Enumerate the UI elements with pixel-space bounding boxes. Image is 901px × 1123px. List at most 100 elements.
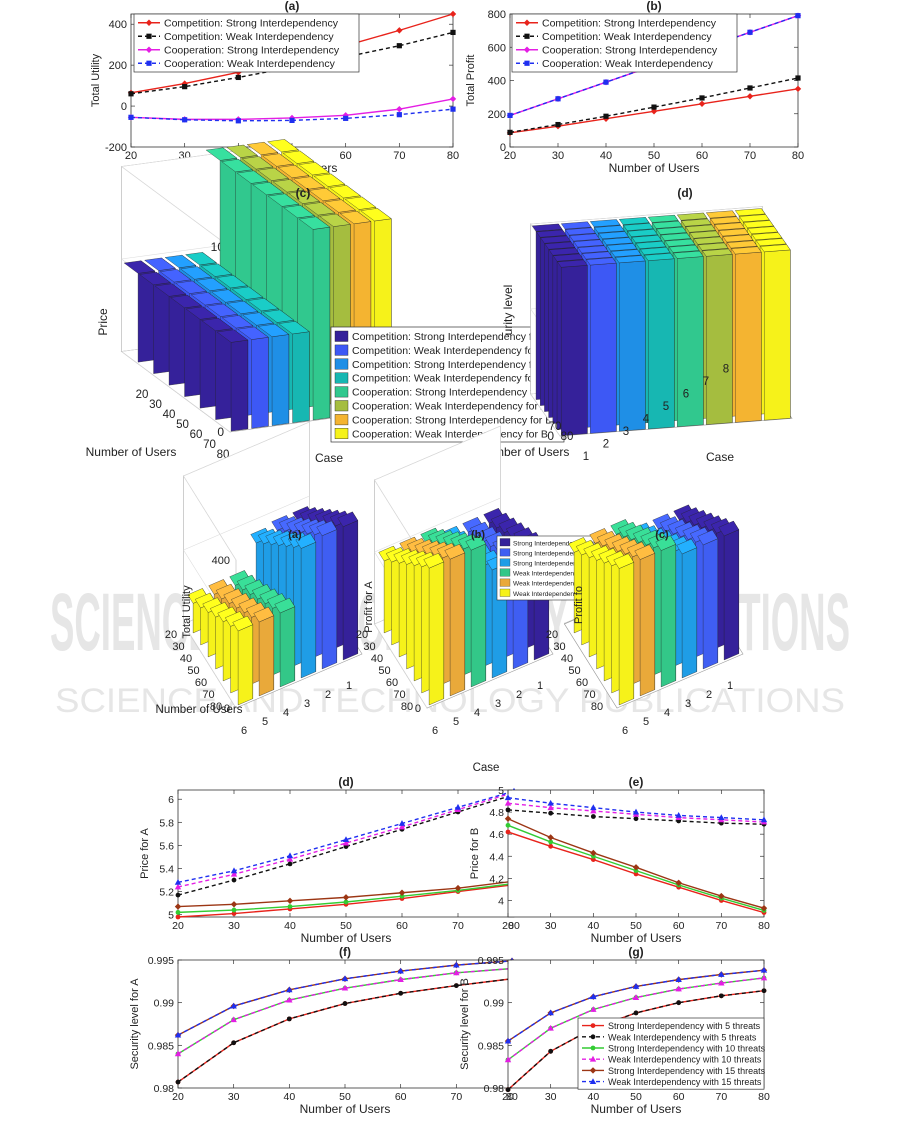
bar-front	[312, 226, 331, 421]
data-point	[590, 814, 596, 819]
bar-front	[292, 331, 310, 423]
data-point	[128, 114, 134, 120]
data-point	[504, 794, 512, 801]
legend: Strong Interdependency with 5 threatsWea…	[577, 1017, 766, 1090]
bar-top	[221, 159, 253, 173]
bar-top	[232, 615, 254, 632]
z-axis-label: urity level	[501, 285, 515, 336]
data-point	[747, 29, 753, 35]
case-tick-label: 4	[643, 414, 650, 426]
user-tick-label: 70	[393, 689, 405, 701]
bar-top	[755, 238, 787, 247]
bar-top	[253, 606, 275, 623]
data-point	[760, 966, 768, 973]
bar-top	[267, 139, 299, 153]
legend-marker	[146, 60, 152, 66]
bar-front	[561, 265, 588, 436]
y-tick-label: 5.4	[159, 864, 174, 876]
data-point	[747, 85, 753, 91]
user-tick-label: 80	[210, 701, 222, 713]
data-point	[235, 74, 241, 81]
data-point	[504, 1056, 512, 1063]
bar-top	[282, 150, 315, 164]
user-tick-label: 70	[203, 439, 216, 451]
chart-title: (d)	[677, 186, 692, 200]
data-point	[341, 975, 349, 982]
bar-front	[199, 316, 218, 409]
y-tick-label: 200	[488, 109, 506, 121]
data-point	[453, 969, 460, 976]
bar-top	[257, 167, 289, 181]
y-axis-label: Number of Users	[479, 445, 570, 459]
data-point	[398, 990, 404, 996]
bar-top	[216, 329, 249, 343]
grid-line	[530, 393, 561, 437]
bar-top	[339, 210, 372, 225]
legend-entry: Cooperation: Weak Interdependency for B	[352, 428, 548, 440]
case-tick-label: 6	[622, 725, 628, 737]
legend-swatch	[499, 558, 511, 567]
case-tick-label: 6	[241, 725, 247, 737]
data-point	[396, 105, 403, 113]
bar-top	[298, 162, 330, 176]
bar-top	[697, 242, 729, 251]
case-tick-label: 2	[706, 689, 712, 701]
x-tick-label: 60	[696, 150, 708, 162]
bar-top	[360, 208, 392, 222]
bar-top	[423, 553, 445, 569]
legend-box	[577, 1017, 765, 1090]
bar-top	[274, 597, 296, 614]
data-point	[795, 13, 801, 19]
x-tick-label: 80	[508, 920, 520, 932]
y-tick-label: 0.99	[484, 998, 505, 1010]
bar-top	[536, 229, 567, 238]
data-point	[396, 112, 402, 118]
user-tick-label: 50	[176, 419, 189, 431]
data-point	[504, 815, 512, 822]
data-point	[343, 899, 349, 905]
case-tick-label: 4	[283, 707, 289, 719]
x-tick-label: 20	[172, 920, 184, 932]
user-tick-label: 80	[591, 701, 603, 713]
legend-entry: Strong Interdependency with 5 threats	[608, 1021, 761, 1031]
data-point	[590, 1006, 597, 1012]
bar-top	[531, 223, 563, 232]
legend: Competition: Strong Interdependency for …	[330, 326, 565, 443]
bar-top	[589, 219, 621, 228]
y-tick-label: 0.995	[478, 955, 504, 967]
legend: Competition: Strong Interdependency Compe…	[133, 13, 360, 73]
legend-entry: Cooperation: Strong Interdependency	[164, 44, 340, 56]
fig1c-chart: 0510(c)Price20304050607080123Number of U…	[86, 139, 565, 465]
chart-title: (d)	[338, 775, 353, 789]
user-tick-label: 40	[561, 653, 573, 665]
data-point	[795, 75, 801, 81]
x-tick-label: 20	[125, 150, 137, 162]
legend-swatch	[334, 358, 349, 370]
y-axis-label: Security level for A	[129, 978, 141, 1070]
data-point	[396, 43, 402, 49]
chart-title: (a)	[288, 529, 302, 541]
bar-top	[610, 249, 642, 258]
bar-top	[308, 187, 341, 202]
z-axis-label: Profit fo	[573, 586, 585, 624]
bar-top	[237, 326, 269, 340]
x-tick-label: 60	[396, 920, 408, 932]
data-point	[231, 911, 237, 916]
bar-front	[619, 260, 646, 432]
bar-top	[710, 216, 741, 225]
legend-box	[511, 13, 738, 73]
bar-top	[676, 212, 708, 221]
legend-swatch	[499, 568, 511, 577]
y-tick-label: 4.4	[489, 851, 504, 863]
data-point	[547, 834, 554, 841]
bar-top	[144, 257, 176, 271]
bar-top	[747, 226, 779, 235]
grid-line	[530, 206, 763, 225]
data-point	[230, 870, 238, 877]
bar-top	[272, 179, 305, 193]
bar-top	[548, 247, 580, 256]
y-tick-label: 0.995	[148, 955, 174, 967]
case-tick-label: 5	[453, 716, 459, 728]
data-point	[651, 104, 657, 110]
data-point	[397, 976, 404, 983]
